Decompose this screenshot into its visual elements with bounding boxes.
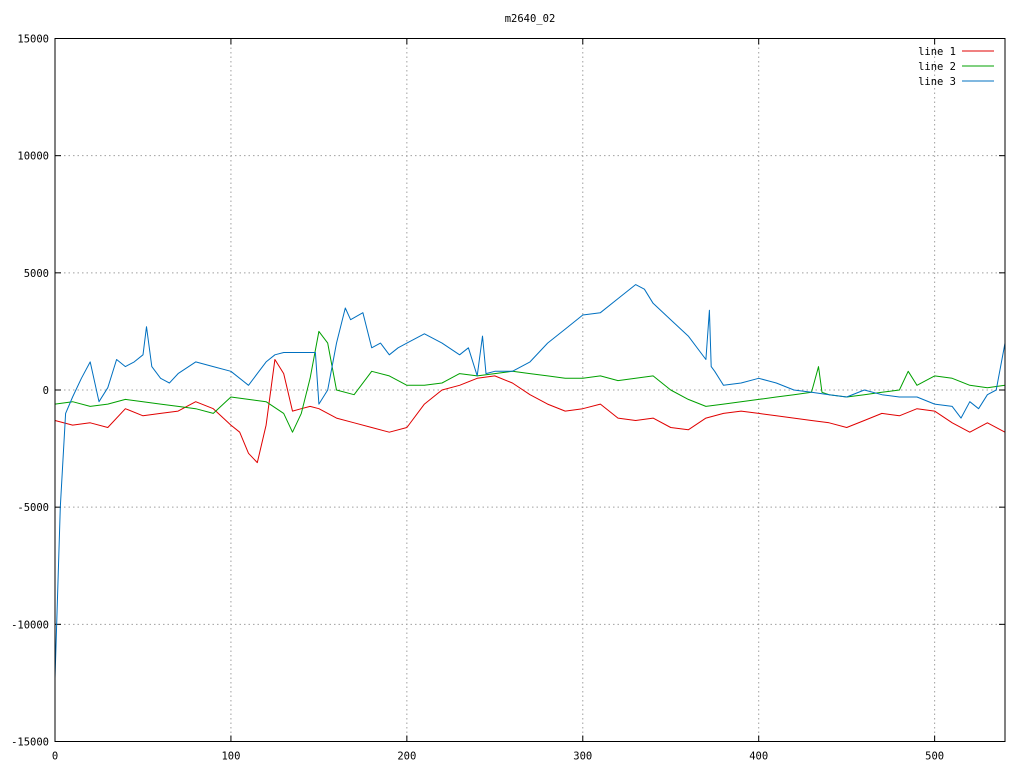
y-tick-label: 15000 [17, 34, 49, 46]
plot-frame [54, 38, 1006, 742]
y-tick-label: 10000 [17, 151, 49, 163]
legend-label: line 2 [918, 61, 956, 73]
x-tick-labels: 0 100 200 300 400 500 [52, 751, 944, 763]
x-tick-label: 300 [573, 751, 592, 763]
chart-title: m2640_02 [505, 13, 556, 25]
y-tick-label: 0 [43, 385, 49, 397]
y-tick-label: 5000 [24, 268, 49, 280]
y-tick-label: -5000 [17, 502, 49, 514]
series-lines [54, 284, 1006, 679]
x-tick-label: 400 [749, 751, 768, 763]
legend-label: line 1 [918, 46, 956, 58]
y-tick-label: -10000 [11, 619, 49, 631]
y-tick-labels: -15000 -10000 -5000 0 5000 10000 15000 [11, 34, 49, 749]
x-tick-label: 500 [925, 751, 944, 763]
x-tick-label: 100 [221, 751, 240, 763]
legend: line 1 line 2 line 3 [918, 46, 994, 88]
legend-label: line 3 [918, 76, 956, 88]
x-tick-label: 0 [52, 751, 58, 763]
y-tick-label: -15000 [11, 737, 49, 749]
axis-ticks [54, 38, 1005, 742]
series-line-2 [54, 330, 1006, 433]
series-line-3 [54, 284, 1006, 679]
grid-lines [55, 38, 1005, 742]
x-tick-label: 200 [397, 751, 416, 763]
series-line-1 [54, 359, 1006, 464]
